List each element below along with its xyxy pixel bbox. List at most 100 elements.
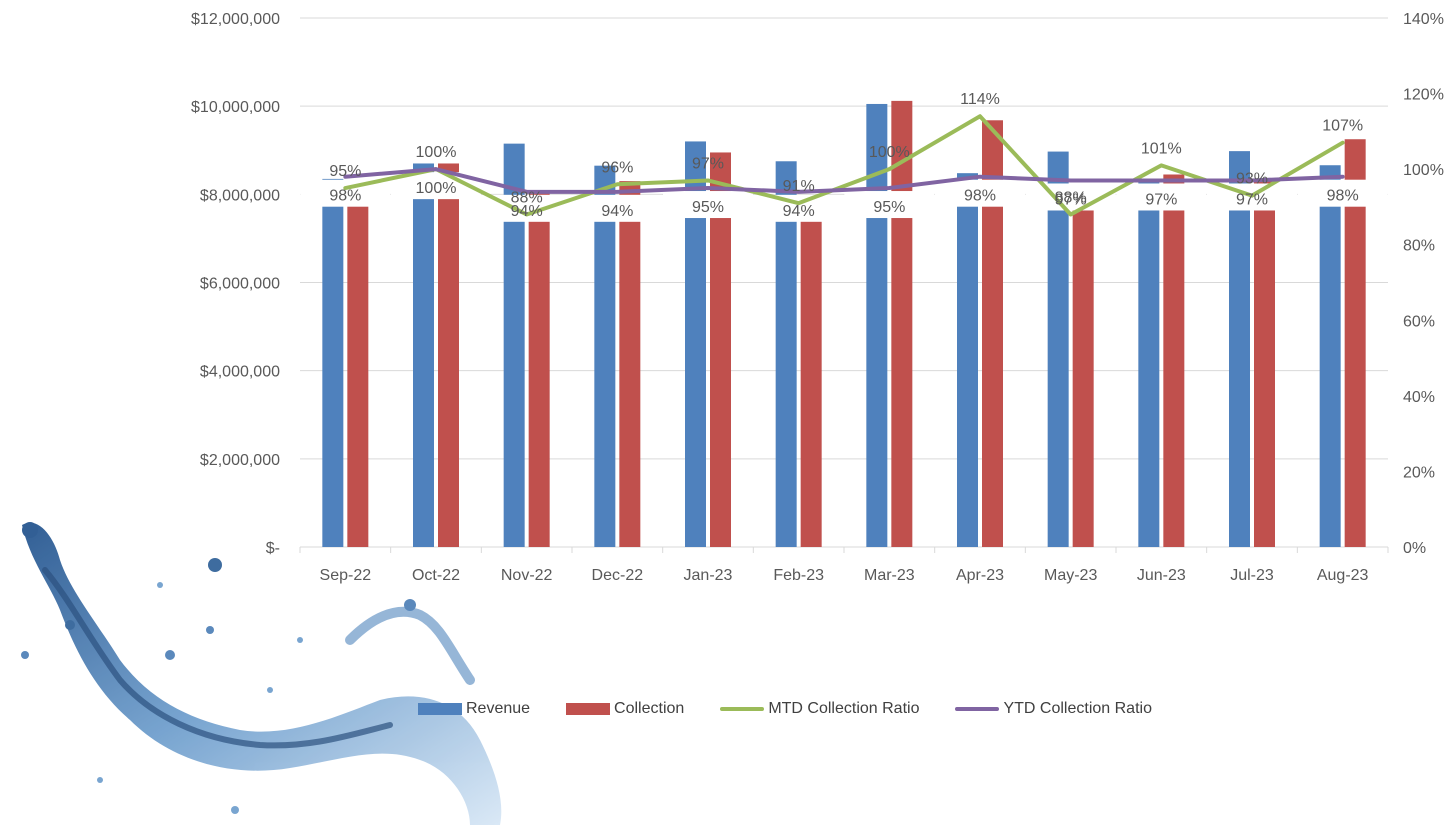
data-label-mtd: 88% [511, 189, 543, 206]
y-left-tick-label: $- [266, 540, 280, 557]
y-left-tick-label: $12,000,000 [191, 11, 280, 28]
data-label-ytd: 94% [601, 203, 633, 220]
data-label-mtd: 107% [1322, 118, 1363, 135]
ytd-label-mask [753, 194, 844, 222]
bar-revenue [1047, 151, 1069, 547]
ytd-label-mask [1297, 179, 1388, 207]
legend-swatch-collection [566, 703, 611, 715]
x-tick-label: Sep-22 [320, 567, 372, 584]
legend-swatch-revenue [418, 703, 462, 715]
line-ytd-collection-ratio [343, 167, 1345, 194]
ytd-label-mask [935, 179, 1025, 207]
y-right-tick-label: 80% [1403, 238, 1435, 255]
y-right-tick-label: 0% [1403, 540, 1426, 557]
bar-revenue [594, 165, 616, 547]
data-label-mtd: 88% [1055, 189, 1087, 206]
y-left-tick-label: $10,000,000 [191, 99, 280, 116]
data-label-mtd: 114% [960, 91, 1000, 108]
data-label-mtd: 97% [692, 155, 724, 172]
x-tick-label: Aug-23 [1317, 567, 1369, 584]
ytd-label-mask [572, 194, 663, 222]
legend-label-mtd: MTD Collection Ratio [768, 700, 920, 717]
y-left-tick-label: $8,000,000 [200, 187, 280, 204]
y-left-tick-label: $6,000,000 [200, 276, 280, 293]
data-label-ytd: 98% [1327, 188, 1359, 205]
x-tick-label: Dec-22 [592, 567, 644, 584]
y-left-tick-label: $2,000,000 [200, 452, 280, 469]
x-tick-label: Jun-23 [1137, 567, 1186, 584]
bar-collection [528, 192, 550, 548]
data-label-mtd: 93% [1236, 171, 1268, 188]
bar-collection [619, 181, 641, 547]
bar-collection [347, 196, 369, 547]
legend-swatch-ytd [955, 707, 1000, 711]
data-label-mtd: 96% [601, 159, 633, 176]
bar-revenue [503, 143, 525, 547]
data-label-mtd: 101% [1141, 140, 1182, 157]
bar-revenue [1319, 165, 1341, 547]
data-label-mtd: 95% [329, 163, 361, 180]
y-right-tick-label: 20% [1403, 464, 1435, 481]
bar-revenue [685, 141, 706, 547]
legend-item-mtd: MTD Collection Ratio [720, 700, 919, 718]
data-label-ytd: 98% [964, 188, 996, 205]
data-label-ytd: 95% [873, 199, 905, 216]
data-label-ytd: 98% [329, 188, 361, 205]
ytd-label-mask [1116, 183, 1207, 211]
x-tick-label: Nov-22 [501, 567, 553, 584]
bar-revenue [775, 161, 797, 548]
x-tick-label: Oct-22 [412, 567, 460, 584]
legend-swatch-mtd [720, 707, 765, 711]
data-label-ytd: 94% [511, 203, 543, 220]
x-tick-label: Jan-23 [684, 567, 733, 584]
data-label-mtd: 100% [869, 144, 910, 161]
data-label-ytd: 94% [783, 203, 815, 220]
gridlines [299, 17, 1389, 553]
bar-revenue [957, 173, 978, 547]
axis-labels: $- $2,000,000 $4,000,000 $6,000,000 $8,000,0… [191, 11, 1444, 584]
bar-revenue [1229, 151, 1250, 548]
line-mtd-collection-ratio [343, 114, 1345, 217]
ytd-label-mask [663, 191, 753, 219]
bar-collection [800, 195, 822, 547]
x-tick-label: Jul-23 [1230, 567, 1274, 584]
data-label-ytd: 97% [1236, 191, 1268, 208]
data-label-ytd: 95% [692, 199, 724, 216]
bar-collection [1163, 174, 1185, 547]
ytd-label-mask [844, 191, 935, 219]
bar-series [322, 100, 1366, 548]
y-left-tick-label: $4,000,000 [200, 364, 280, 381]
y-right-tick-label: 140% [1403, 11, 1444, 28]
bar-revenue [322, 178, 344, 547]
water-splash-image [21, 522, 502, 825]
y-right-tick-label: 100% [1403, 162, 1444, 179]
chart-legend: Revenue Collection MTD Collection Ratio … [418, 700, 1188, 718]
line-series [343, 114, 1345, 217]
bar-collection [1254, 178, 1275, 547]
y-right-tick-label: 40% [1403, 389, 1435, 406]
bar-revenue [413, 163, 434, 547]
data-label-ytd: 97% [1055, 191, 1087, 208]
bar-revenue [1138, 178, 1160, 547]
data-label-ytd: 100% [416, 180, 457, 197]
data-label-mtd: 91% [783, 178, 815, 195]
legend-item-revenue: Revenue [418, 700, 530, 718]
legend-item-ytd: YTD Collection Ratio [955, 700, 1152, 718]
legend-label-collection: Collection [614, 700, 685, 717]
data-label-ytd: 97% [1145, 191, 1177, 208]
bar-collection [710, 152, 731, 547]
bar-collection [438, 163, 459, 547]
legend-item-collection: Collection [566, 700, 684, 718]
ytd-label-mask [300, 179, 391, 207]
y-right-tick-label: 60% [1403, 313, 1435, 330]
x-tick-label: Mar-23 [864, 567, 915, 584]
x-tick-label: Feb-23 [773, 567, 824, 584]
bar-collection [982, 120, 1003, 548]
x-tick-label: Apr-23 [956, 567, 1004, 584]
ytd-label-masks [300, 172, 1388, 222]
data-labels: 95% 100% 88% 96% 97% 91% 100% 114% 88% 101% 93% 107… [329, 91, 1363, 220]
bar-collection [1344, 139, 1366, 547]
legend-label-revenue: Revenue [466, 700, 531, 717]
bar-collection [1072, 197, 1094, 547]
